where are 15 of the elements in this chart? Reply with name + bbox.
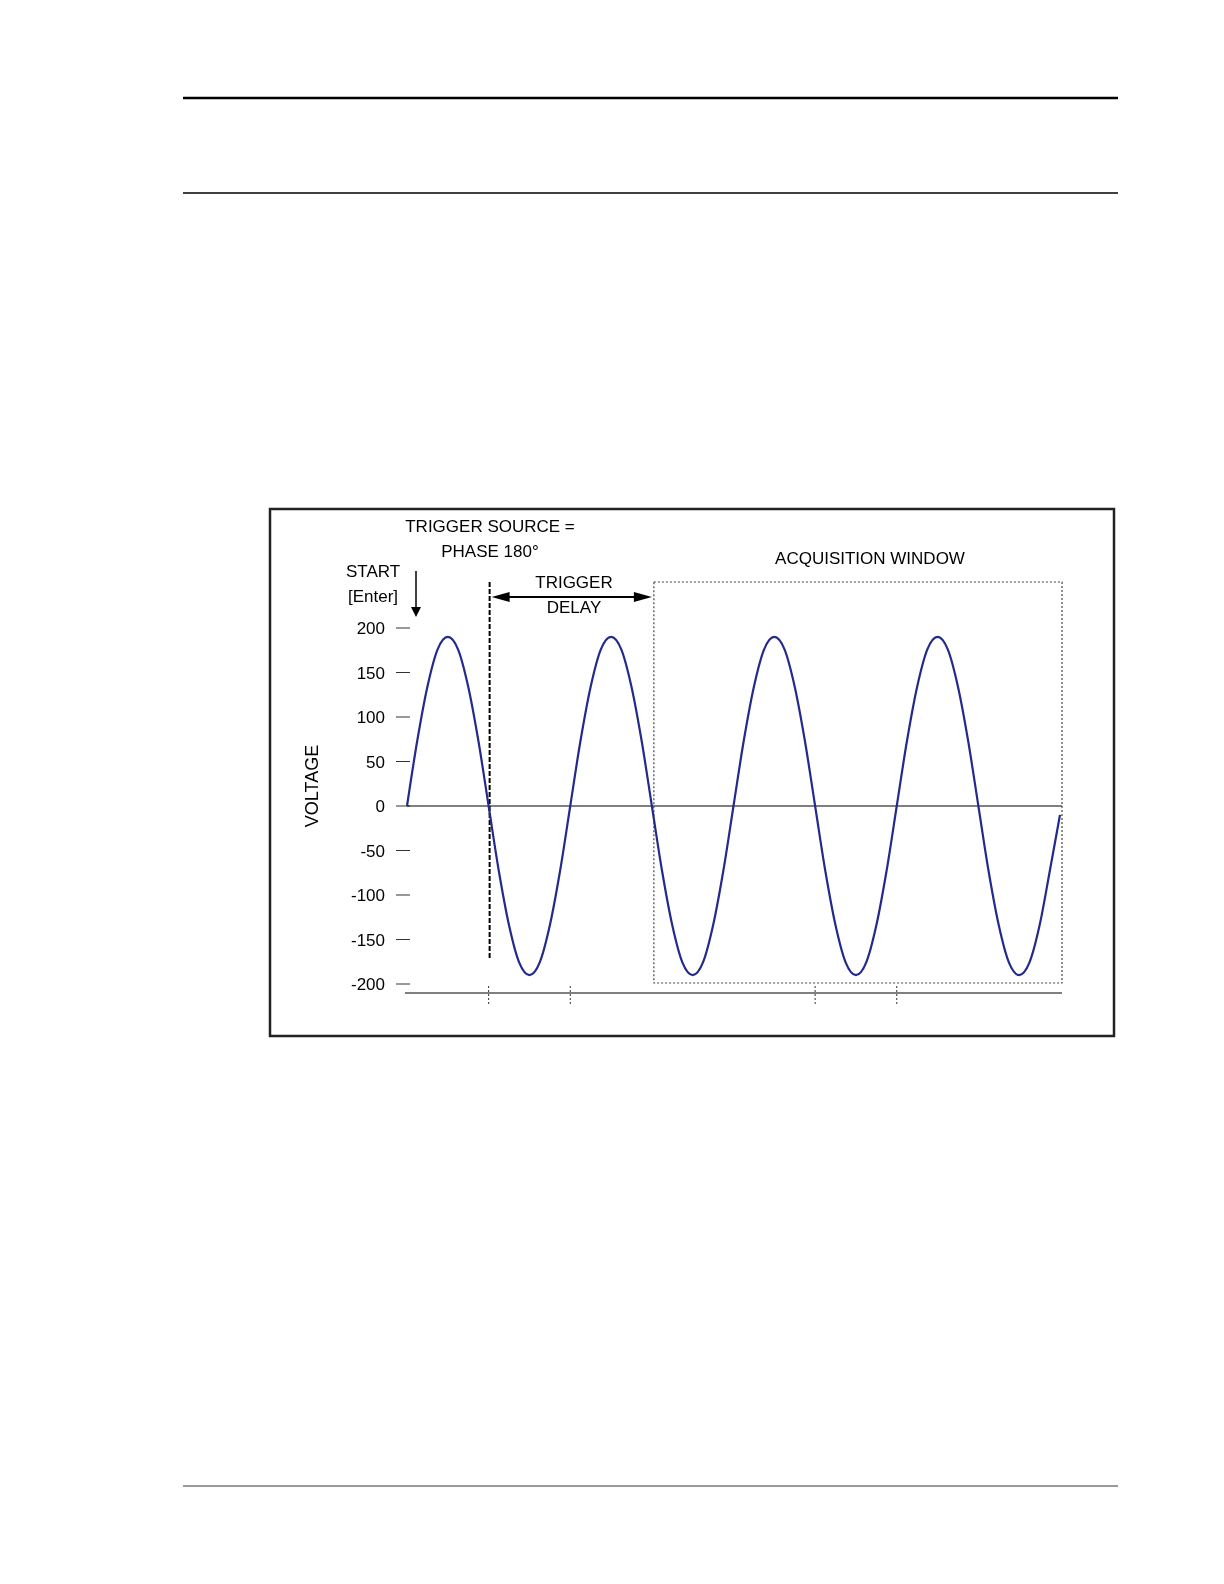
y-tick-label: 200	[356, 619, 385, 638]
text: START [Enter]	[345, 562, 401, 606]
y-tick-label: 100	[356, 708, 385, 727]
y-tick-label: -150	[350, 930, 385, 950]
y-axis-title: VOLTAGE	[302, 744, 322, 828]
line-series	[405, 635, 1062, 977]
y-tick-label: -100	[350, 886, 385, 905]
y-tick-label: -50	[360, 841, 385, 861]
text: ACQUISITION WINDOW	[775, 549, 965, 568]
text: TRIGGER DELAY	[535, 573, 613, 617]
y-tick-label: 0	[375, 797, 385, 816]
y-tick-label: 50	[366, 752, 385, 772]
text: TRIGGER SOURCE = PHASE 180°	[405, 517, 575, 561]
y-tick-label: -200	[350, 975, 385, 994]
y-tick-label: 150	[356, 663, 385, 683]
